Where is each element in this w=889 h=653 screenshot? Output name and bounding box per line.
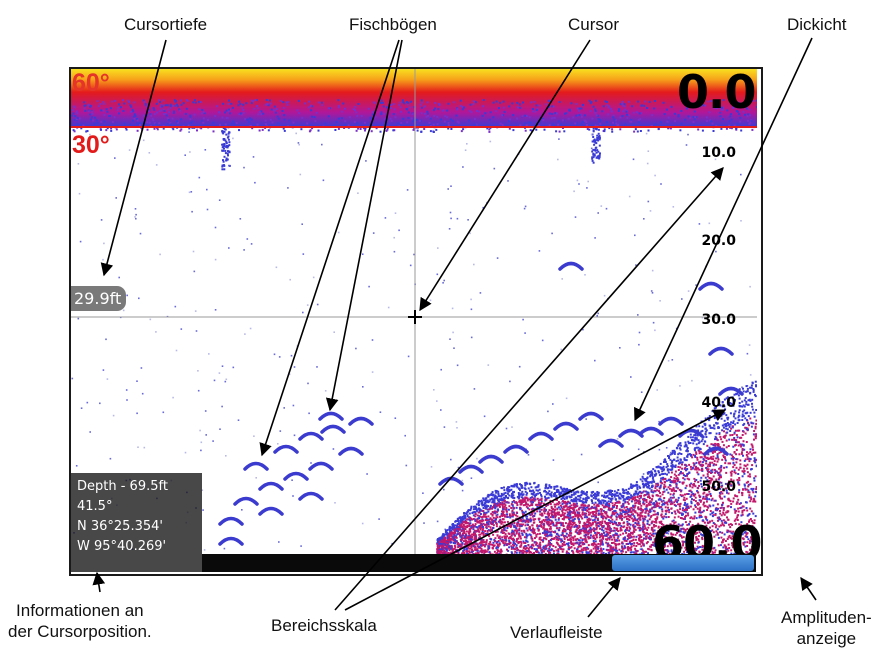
depth-scale-10: 10.0 xyxy=(701,145,736,161)
callout-dickicht: Dickicht xyxy=(787,15,847,34)
depth-scale-50: 50.0 xyxy=(701,479,736,495)
callout-verlaufleiste: Verlaufleiste xyxy=(510,623,603,642)
depth-scale-30: 30.0 xyxy=(701,312,736,328)
callout-cursor: Cursor xyxy=(568,15,620,34)
top-temperature: 60° xyxy=(72,69,110,97)
top-range-value: 0.0 xyxy=(677,67,756,119)
cursor-info-lon: W 95°40.269' xyxy=(77,539,167,554)
callout-amplituden-line2: anzeige xyxy=(796,629,857,648)
callout-info-line1: Informationen an xyxy=(16,601,144,620)
second-temperature: 30° xyxy=(72,131,110,159)
callout-amplitudenanzeige: Amplituden- anzeige xyxy=(781,607,872,649)
callout-amplituden-line1: Amplituden- xyxy=(781,608,872,627)
depth-scale-40: 40.0 xyxy=(701,395,736,411)
cursor-info-depth: Depth - 69.5ft xyxy=(77,479,168,494)
cursor-info-panel: Depth - 69.5ft 41.5° N 36°25.354' W 95°4… xyxy=(71,473,202,572)
sonar-screen[interactable]: 60° 30° 0.0 10.0 20.0 30.0 40.0 50.0 60.… xyxy=(69,67,763,576)
amplitude-panel xyxy=(757,69,761,574)
arrow-amplitude xyxy=(800,576,817,601)
history-bar-thumb[interactable] xyxy=(612,555,754,571)
callout-info-line2: der Cursorposition. xyxy=(8,622,152,641)
cursor-info-lat: N 36°25.354' xyxy=(77,519,163,534)
callout-fischboegen: Fischbögen xyxy=(349,15,437,34)
arrow-verlauf xyxy=(587,577,621,618)
callout-info-cursor-position: Informationen an der Cursorposition. xyxy=(8,600,152,642)
cursor-depth-badge: 29.9ft xyxy=(71,286,127,311)
callout-cursortiefe: Cursortiefe xyxy=(124,15,208,34)
cursor-crosshair[interactable] xyxy=(408,310,422,324)
cursor-info-temp: 41.5° xyxy=(77,499,113,514)
callout-bereichsskala: Bereichsskala xyxy=(271,616,377,635)
depth-scale-20: 20.0 xyxy=(701,233,736,249)
